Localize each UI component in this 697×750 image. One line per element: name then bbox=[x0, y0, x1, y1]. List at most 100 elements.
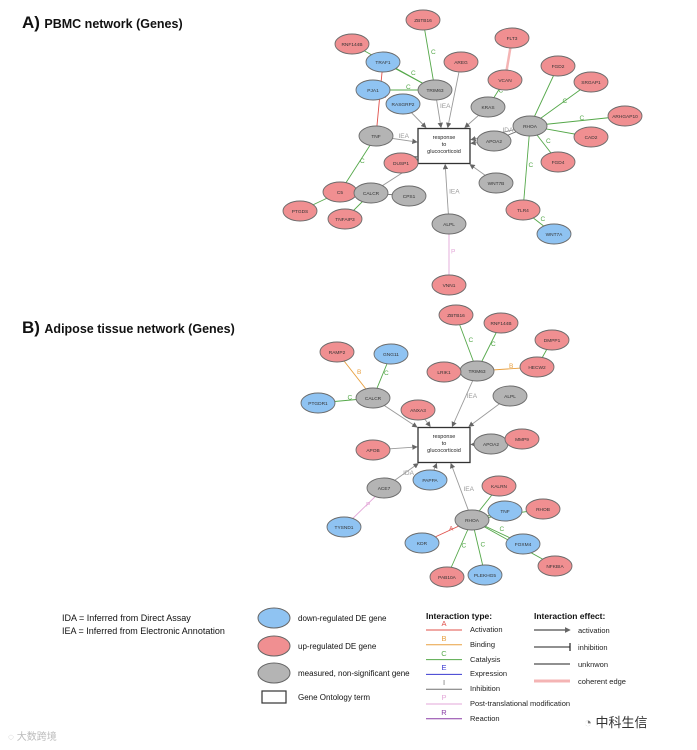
gene-node-dusp1[interactable] bbox=[383, 152, 419, 174]
legend-unknown-label: unknwon bbox=[578, 660, 609, 669]
gene-node-tnfaip3[interactable] bbox=[327, 208, 363, 230]
gene-node-nfkbia[interactable] bbox=[537, 555, 573, 577]
edge-label: IDA bbox=[403, 470, 415, 477]
gene-node-ramp2[interactable] bbox=[319, 341, 355, 363]
legend-go-swatch bbox=[261, 690, 287, 704]
gene-node-tysnd1[interactable] bbox=[326, 516, 362, 538]
edge-label: IEA bbox=[449, 188, 460, 195]
gene-label-dmpp1: DMPP1 bbox=[544, 338, 561, 344]
legend-type-label: Reaction bbox=[470, 713, 500, 723]
gene-node-srgap1[interactable] bbox=[573, 71, 609, 93]
go-term-b-label: to bbox=[442, 441, 447, 447]
go-term-a-label: glucocorticoid bbox=[427, 149, 461, 155]
edge-label: C bbox=[546, 138, 551, 145]
gene-node-wnt7b[interactable] bbox=[478, 172, 514, 194]
gene-node-pja1[interactable] bbox=[355, 79, 391, 101]
gene-label-srgap1: SRGAP1 bbox=[581, 80, 601, 86]
gene-node-ace7[interactable] bbox=[366, 477, 402, 499]
gene-node-rnf144b[interactable] bbox=[334, 33, 370, 55]
gene-node-pab10a[interactable] bbox=[429, 566, 465, 588]
legend-effect-lines bbox=[534, 627, 571, 683]
legend-type-label: Catalysis bbox=[470, 654, 501, 664]
gene-label-tnf: TNF bbox=[371, 134, 380, 140]
gene-node-zbtb16[interactable] bbox=[405, 9, 441, 31]
gene-label-vcan: VCAN bbox=[498, 78, 512, 84]
go-term-a-box[interactable] bbox=[417, 127, 471, 165]
edge-label: P bbox=[366, 502, 370, 509]
gene-node-rnf144b[interactable] bbox=[483, 312, 519, 334]
gene-node-kalrn[interactable] bbox=[481, 475, 517, 497]
gene-node-ptgdr1[interactable] bbox=[300, 392, 336, 414]
gene-label-kdr: KDR bbox=[417, 541, 428, 547]
edge-label: B bbox=[357, 369, 361, 376]
gene-node-apoa2[interactable] bbox=[476, 130, 512, 152]
edge-label: C bbox=[563, 98, 568, 105]
gene-node-anxa3[interactable] bbox=[400, 399, 436, 421]
gene-node-kras[interactable] bbox=[470, 96, 506, 118]
edge-label: C bbox=[491, 341, 496, 348]
panel-a-text: PBMC network (Genes) bbox=[44, 17, 183, 31]
gene-node-fgd2[interactable] bbox=[540, 55, 576, 77]
gene-node-rasgrp2[interactable] bbox=[385, 93, 421, 115]
gene-label-gng11: GNG11 bbox=[383, 352, 399, 358]
gene-node-plekhg5[interactable] bbox=[467, 564, 503, 586]
gene-label-apoa2: APOA2 bbox=[486, 139, 502, 145]
gene-node-alpl[interactable] bbox=[492, 385, 528, 407]
gene-node-dmpp1[interactable] bbox=[534, 329, 570, 351]
gene-node-pappa[interactable] bbox=[412, 469, 448, 491]
gene-label-wnt7b: WNT7B bbox=[488, 181, 505, 187]
edge-label: B bbox=[509, 363, 513, 370]
gene-node-zbtb16[interactable] bbox=[438, 304, 474, 326]
gene-node-cps1[interactable] bbox=[391, 185, 427, 207]
gene-label-rhoa: RHOA bbox=[465, 518, 480, 524]
go-term-b-box[interactable] bbox=[417, 426, 471, 464]
gene-node-ptgds[interactable] bbox=[282, 200, 318, 222]
legend-interaction-type-title: Interaction type: bbox=[426, 611, 493, 621]
gene-label-trim63: TRIM63 bbox=[426, 88, 443, 94]
edge-label: C bbox=[462, 543, 467, 550]
gene-label-fgd4: FGD4 bbox=[552, 160, 565, 166]
gene-node-hecw2[interactable] bbox=[519, 356, 555, 378]
gene-node-vcan[interactable] bbox=[487, 69, 523, 91]
legend-coherent-label: coherent edge bbox=[578, 677, 626, 686]
gene-node-foxm4[interactable] bbox=[505, 533, 541, 555]
gene-node-rhoa[interactable] bbox=[454, 509, 490, 531]
watermark-left: ◌ 大数跨境 bbox=[8, 728, 57, 743]
gene-node-rhoa[interactable] bbox=[512, 115, 548, 137]
gene-node-mmp9[interactable] bbox=[504, 428, 540, 450]
legend-type-letter: R bbox=[441, 707, 447, 717]
gene-label-vnn1: VNN1 bbox=[443, 283, 456, 289]
gene-node-gng11[interactable] bbox=[373, 343, 409, 365]
gene-node-cad2[interactable] bbox=[573, 126, 609, 148]
gene-node-lrik1[interactable] bbox=[426, 361, 462, 383]
gene-label-kalrn: KALRN bbox=[491, 484, 508, 490]
gene-node-tnf[interactable] bbox=[487, 500, 523, 522]
gene-node-alpl[interactable] bbox=[431, 213, 467, 235]
edge-label: C bbox=[499, 88, 504, 95]
edge-label: IEA bbox=[399, 133, 410, 140]
gene-node-tnf[interactable] bbox=[358, 125, 394, 147]
gene-node-trim63[interactable] bbox=[417, 79, 453, 101]
gene-node-rhob[interactable] bbox=[525, 498, 561, 520]
gene-label-rhoa: RHOA bbox=[523, 124, 538, 130]
edge-label: IEA bbox=[467, 393, 478, 400]
gene-node-calcr[interactable] bbox=[355, 387, 391, 409]
gene-node-wnt7a[interactable] bbox=[536, 223, 572, 245]
legend-neutral-label: measured, non-significant gene bbox=[298, 669, 410, 678]
gene-label-rhob: RHOB bbox=[536, 507, 550, 513]
gene-node-areg[interactable] bbox=[443, 51, 479, 73]
gene-node-apob[interactable] bbox=[355, 439, 391, 461]
gene-label-nfkbia: NFKBIA bbox=[546, 564, 564, 570]
gene-node-fgd4[interactable] bbox=[540, 151, 576, 173]
edge-label: C bbox=[348, 395, 353, 402]
gene-label-calcr: CALCR bbox=[363, 191, 380, 197]
gene-node-vnn1[interactable] bbox=[431, 274, 467, 296]
gene-node-flt3[interactable] bbox=[494, 27, 530, 49]
gene-node-calcr[interactable] bbox=[353, 182, 389, 204]
gene-label-tnfaip3: TNFAIP3 bbox=[335, 217, 355, 223]
gene-node-tlr4[interactable] bbox=[505, 199, 541, 221]
gene-node-traf1[interactable] bbox=[365, 51, 401, 73]
gene-label-alpl: ALPL bbox=[443, 222, 455, 228]
gene-node-arhgap10[interactable] bbox=[607, 105, 643, 127]
gene-node-kdr[interactable] bbox=[404, 532, 440, 554]
